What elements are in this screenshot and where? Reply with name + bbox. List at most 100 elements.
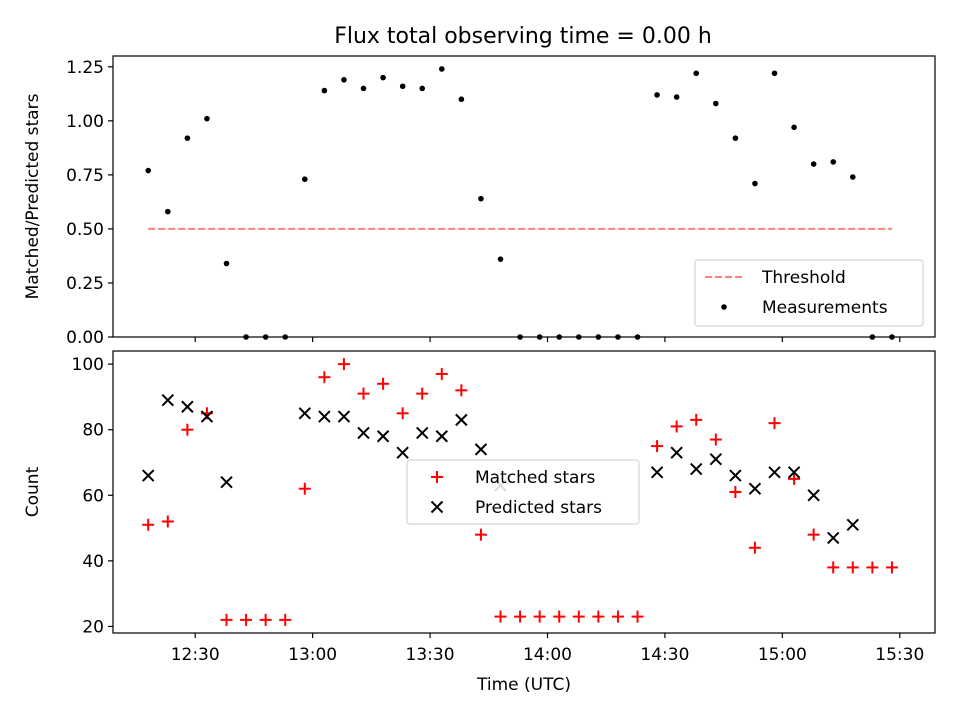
measurements-point — [204, 115, 210, 122]
predicted-stars-point — [455, 413, 468, 427]
y-axis-label: Matched/Predicted stars — [23, 93, 43, 299]
matched-stars-point — [885, 561, 898, 574]
x-marker-b — [337, 410, 351, 423]
measurements-point — [830, 159, 837, 165]
measurements-point — [223, 260, 230, 267]
x-marker-b — [807, 489, 820, 502]
y-tick-label: 0.25 — [66, 274, 104, 294]
x-marker-b — [416, 426, 429, 440]
matched-stars-point — [866, 561, 879, 574]
predicted-stars-point — [650, 466, 664, 479]
predicted-stars-point — [768, 466, 781, 479]
measurements-point — [595, 334, 602, 340]
predicted-stars-point — [181, 400, 194, 413]
x-tick-label: 15:00 — [758, 645, 807, 665]
matched-stars-point — [631, 610, 644, 623]
predicted-stars-point — [846, 518, 860, 531]
matched-stars-point — [670, 420, 683, 433]
matched-stars-point — [435, 367, 448, 380]
measurements-point — [693, 70, 700, 77]
measurements-point — [399, 83, 406, 90]
x-tick-label: 13:00 — [288, 645, 337, 665]
measurements-point — [752, 180, 758, 187]
measurements-point — [771, 70, 778, 77]
y-tick-label: 60 — [82, 486, 104, 506]
measurements-point — [380, 74, 386, 81]
matched-stars-point — [494, 610, 507, 623]
y-axis-label: Count — [23, 466, 43, 517]
x-marker-b — [827, 531, 840, 545]
x-marker-b — [318, 410, 331, 423]
matched-stars-point — [807, 528, 820, 541]
measurements-point — [889, 334, 895, 340]
x-tick-label: 14:30 — [640, 645, 689, 665]
x-tick-label: 14:00 — [523, 645, 572, 665]
x-marker-b — [748, 482, 762, 495]
predicted-stars-point — [729, 469, 742, 482]
predicted-stars-point — [690, 462, 703, 476]
matched-stars-point — [142, 518, 155, 531]
measurements-point — [243, 334, 249, 340]
matched-stars-point — [768, 417, 781, 430]
matched-stars-point — [846, 561, 859, 574]
x-marker-b — [396, 446, 409, 459]
y-tick-label: 100 — [72, 355, 104, 375]
measurements-point — [282, 334, 289, 340]
predicted-stars-point — [318, 410, 331, 423]
y-tick-label: 1.25 — [66, 58, 104, 78]
x-tick-label: 12:30 — [171, 645, 220, 665]
matched-stars-point — [533, 610, 546, 623]
count-panel: 20 40 60 80 100 12:30 13:00 13:30 14:00 14:30 15:0… — [23, 350, 936, 695]
predicted-stars-point — [220, 475, 233, 489]
matched-stars-point — [553, 610, 566, 623]
matched-stars-point — [357, 387, 370, 400]
matched-stars-point — [279, 613, 292, 626]
matched-stars-point — [748, 541, 761, 554]
ratio-panel: 0.00 0.25 0.50 0.75 1.00 1.25 Matched/Predicte… — [23, 55, 936, 348]
x-marker-b — [357, 426, 370, 440]
x-marker-b — [787, 466, 801, 479]
y-tick-label: 20 — [82, 617, 104, 637]
measurements-point — [321, 87, 328, 94]
x-tick-label: 13:30 — [406, 645, 455, 665]
x-tick-label: 15:30 — [875, 645, 924, 665]
matched-stars-point — [337, 358, 350, 371]
measurements-point — [497, 256, 504, 262]
y-tick-label: 0.75 — [66, 166, 104, 186]
predicted-stars-point — [748, 482, 762, 495]
matched-stars-point — [396, 407, 409, 420]
matched-stars-point — [592, 610, 605, 623]
measurements-point — [302, 176, 308, 183]
matched-stars-point — [181, 423, 194, 436]
matched-stars-point — [416, 387, 429, 400]
predicted-stars-point — [435, 430, 449, 443]
measurements-point — [262, 334, 269, 340]
predicted-stars-point — [298, 407, 312, 420]
x-marker-b — [298, 407, 312, 420]
predicted-stars-point — [416, 426, 429, 440]
measurements-point — [419, 85, 426, 92]
x-marker-b — [142, 469, 155, 482]
matched-stars-point — [514, 610, 527, 623]
matched-stars-point — [788, 472, 801, 485]
measurements-point — [165, 208, 171, 215]
x-marker-b — [709, 453, 723, 466]
predicted-stars-point — [787, 466, 801, 479]
x-marker-b — [455, 413, 468, 427]
matched-stars-point — [651, 440, 664, 453]
matched-stars-point — [572, 610, 585, 623]
x-marker-b — [376, 430, 390, 443]
measurements-point — [615, 334, 621, 340]
legend-box — [694, 259, 924, 327]
x-marker-b — [181, 400, 194, 413]
x-marker-b — [768, 466, 781, 479]
matched-stars-point — [318, 371, 331, 384]
matched-stars-point — [455, 384, 468, 397]
matched-stars-point — [709, 433, 722, 446]
legend-predicted-swatch-b — [430, 500, 444, 514]
y-tick-label: 80 — [82, 421, 104, 441]
matched-stars-point — [259, 613, 272, 626]
matched-stars-point — [729, 486, 742, 498]
measurements-point — [732, 135, 739, 141]
